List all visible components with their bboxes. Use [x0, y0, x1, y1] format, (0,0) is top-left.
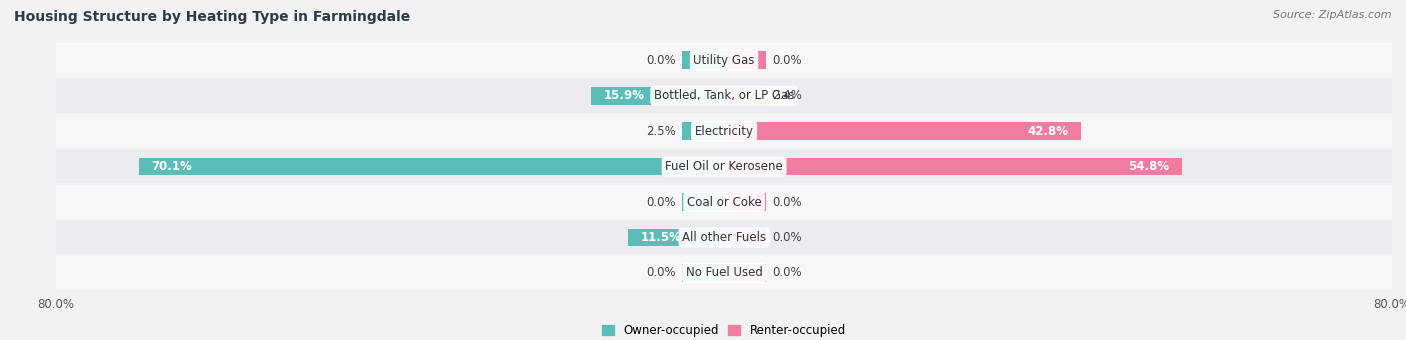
- Text: 0.0%: 0.0%: [645, 195, 676, 208]
- Text: 0.0%: 0.0%: [772, 267, 803, 279]
- Text: Fuel Oil or Kerosene: Fuel Oil or Kerosene: [665, 160, 783, 173]
- Text: Coal or Coke: Coal or Coke: [686, 195, 762, 208]
- Bar: [724, 264, 766, 282]
- Bar: [724, 158, 1181, 175]
- Bar: [56, 256, 1392, 290]
- Text: Source: ZipAtlas.com: Source: ZipAtlas.com: [1274, 10, 1392, 20]
- Text: 70.1%: 70.1%: [152, 160, 193, 173]
- Text: 0.0%: 0.0%: [772, 195, 803, 208]
- Bar: [56, 114, 1392, 148]
- Bar: [724, 228, 766, 246]
- Text: 0.0%: 0.0%: [645, 54, 676, 67]
- Text: 0.0%: 0.0%: [772, 231, 803, 244]
- Text: Bottled, Tank, or LP Gas: Bottled, Tank, or LP Gas: [654, 89, 794, 102]
- Bar: [724, 193, 766, 211]
- Text: 15.9%: 15.9%: [605, 89, 645, 102]
- Text: 2.5%: 2.5%: [645, 125, 676, 138]
- Bar: [139, 158, 724, 175]
- Bar: [56, 79, 1392, 113]
- Bar: [682, 122, 724, 140]
- Bar: [592, 87, 724, 105]
- Bar: [724, 122, 1081, 140]
- Text: Housing Structure by Heating Type in Farmingdale: Housing Structure by Heating Type in Far…: [14, 10, 411, 24]
- Text: 42.8%: 42.8%: [1028, 125, 1069, 138]
- Bar: [56, 185, 1392, 219]
- Text: 54.8%: 54.8%: [1128, 160, 1168, 173]
- Bar: [56, 150, 1392, 184]
- Bar: [682, 264, 724, 282]
- Text: 0.0%: 0.0%: [772, 54, 803, 67]
- Text: Electricity: Electricity: [695, 125, 754, 138]
- Bar: [682, 51, 724, 69]
- Bar: [724, 87, 766, 105]
- Text: 2.4%: 2.4%: [772, 89, 803, 102]
- Legend: Owner-occupied, Renter-occupied: Owner-occupied, Renter-occupied: [598, 319, 851, 340]
- Bar: [628, 228, 724, 246]
- Bar: [682, 193, 724, 211]
- Text: All other Fuels: All other Fuels: [682, 231, 766, 244]
- Text: 0.0%: 0.0%: [645, 267, 676, 279]
- Text: Utility Gas: Utility Gas: [693, 54, 755, 67]
- Bar: [724, 51, 766, 69]
- Bar: [56, 221, 1392, 254]
- Bar: [56, 44, 1392, 77]
- Text: No Fuel Used: No Fuel Used: [686, 267, 762, 279]
- Text: 11.5%: 11.5%: [641, 231, 682, 244]
